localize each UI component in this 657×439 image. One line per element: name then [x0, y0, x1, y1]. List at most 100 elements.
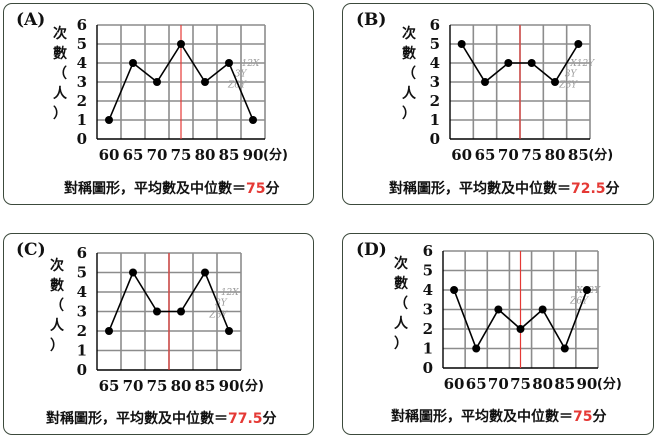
y-axis-label: 次數（人） — [53, 26, 67, 122]
x-tick-label: 80 — [532, 375, 553, 393]
data-point — [249, 116, 257, 124]
x-unit-label: (分) — [597, 376, 622, 392]
x-tick-label: 90 — [243, 146, 264, 164]
data-point — [457, 40, 466, 48]
caption: 對稱圖形，平均數及中位數＝77.5分 — [46, 411, 277, 427]
panel-label: (C) — [16, 240, 46, 260]
y-tick-label: 6 — [430, 16, 440, 34]
y-axis-label: 次數（人） — [50, 258, 64, 354]
x-tick-label: 65 — [475, 146, 496, 164]
y-tick-label: 0 — [77, 130, 87, 148]
y-tick-label: 0 — [430, 130, 440, 148]
panel-label: (B) — [356, 10, 387, 30]
x-tick-label: 85 — [568, 146, 589, 164]
scribble-mark: 3Y — [565, 69, 578, 79]
caption: 對稱圖形，平均數及中位數＝75分 — [391, 409, 607, 425]
x-tick-label: 85 — [554, 375, 575, 393]
y-tick-label: 2 — [430, 92, 440, 110]
x-tick-label: 90 — [219, 377, 240, 395]
x-tick-label: 75 — [521, 146, 542, 164]
y-tick-label: 1 — [430, 111, 440, 129]
scribble-mark: Z6Y — [558, 81, 578, 91]
scribble-mark: 12X — [241, 59, 259, 69]
x-tick-label: 85 — [195, 377, 216, 395]
data-point — [504, 59, 513, 67]
x-tick-label: 70 — [488, 375, 509, 393]
data-point — [153, 307, 161, 316]
panel-b: (B) 次數（人） X12Y 3Y Z6Y 0 1 2 3 4 5 6 60 65 70 75 80 85 (分… — [342, 3, 654, 205]
caption-value: 72.5 — [571, 181, 606, 197]
scribble-mark: 12X — [221, 288, 239, 298]
y-tick-label: 3 — [77, 303, 87, 321]
scribble-mark: Z6Y — [569, 297, 589, 307]
series-line — [460, 43, 580, 84]
data-point — [105, 116, 113, 124]
y-tick-label: 4 — [430, 54, 440, 72]
x-tick-label: 80 — [171, 377, 192, 395]
y-tick-label: 2 — [77, 322, 87, 340]
y-tick-label: 5 — [77, 264, 87, 282]
caption-value: 75 — [573, 409, 593, 425]
x-tick-label: 75 — [510, 375, 531, 393]
data-point — [201, 268, 209, 277]
x-tick-label: 75 — [147, 377, 168, 395]
caption: 對稱圖形，平均數及中位數＝75分 — [64, 181, 280, 197]
data-point — [129, 268, 137, 277]
y-tick-label: 4 — [423, 281, 433, 299]
y-tick-label: 4 — [77, 54, 87, 72]
data-point — [201, 78, 209, 86]
series-line — [108, 270, 230, 332]
x-tick-label: 75 — [171, 146, 192, 164]
x-tick-label: 70 — [498, 146, 519, 164]
y-tick-label: 5 — [423, 262, 433, 280]
panel-c: (C) 次數（人） 12X 3Y Z6Y 0 1 2 3 4 5 6 65 70 75 80 85 90 (分)… — [3, 233, 314, 435]
y-tick-label: 0 — [77, 361, 87, 379]
y-tick-label: 3 — [430, 73, 440, 91]
y-tick-label: 1 — [77, 111, 87, 129]
data-point — [129, 59, 137, 67]
x-unit-label: (分) — [239, 378, 264, 394]
scribble-mark: Z6Y — [227, 81, 247, 91]
data-point — [153, 78, 161, 86]
x-tick-label: 60 — [99, 146, 120, 164]
y-tick-label: 3 — [423, 301, 433, 319]
x-tick-label: 80 — [195, 146, 216, 164]
y-axis-label: 次數（人） — [402, 26, 416, 122]
data-point — [516, 325, 525, 333]
y-axis-label: 次數（人） — [394, 256, 408, 352]
y-tick-label: 5 — [77, 35, 87, 53]
x-tick-label: 65 — [99, 377, 120, 395]
panel-label: (A) — [16, 10, 46, 30]
data-point — [177, 307, 185, 316]
x-tick-label: 60 — [444, 375, 465, 393]
x-tick-label: 70 — [147, 146, 168, 164]
data-point — [560, 344, 569, 353]
data-point — [582, 286, 591, 294]
data-point — [538, 305, 547, 314]
y-tick-label: 3 — [77, 73, 87, 91]
data-point — [105, 327, 113, 335]
y-tick-label: 6 — [423, 242, 433, 260]
y-tick-label: 4 — [77, 283, 87, 301]
x-tick-label: 90 — [576, 375, 597, 393]
panel-a: (A) 次數（人） 12X 3Y Z6Y 0 1 2 3 4 5 6 60 65 70 75 80 85 90(… — [3, 3, 314, 205]
data-point — [472, 344, 481, 353]
data-point — [551, 78, 559, 86]
chart-d: X12YZ6Y012345660657075808590(分) — [423, 242, 622, 393]
scribble-mark: 3Y — [215, 299, 228, 309]
data-point — [450, 286, 459, 294]
data-point — [177, 40, 185, 48]
caption-value: 77.5 — [228, 411, 263, 427]
data-point — [481, 78, 489, 86]
x-unit-label: (分) — [263, 147, 288, 163]
x-tick-label: 60 — [451, 146, 472, 164]
y-tick-label: 6 — [77, 16, 87, 34]
y-tick-label: 6 — [77, 244, 87, 262]
x-tick-label: 85 — [219, 146, 240, 164]
x-tick-label: 65 — [466, 375, 487, 393]
x-tick-label: 80 — [545, 146, 566, 164]
y-tick-label: 1 — [77, 342, 87, 360]
data-point — [225, 59, 233, 67]
